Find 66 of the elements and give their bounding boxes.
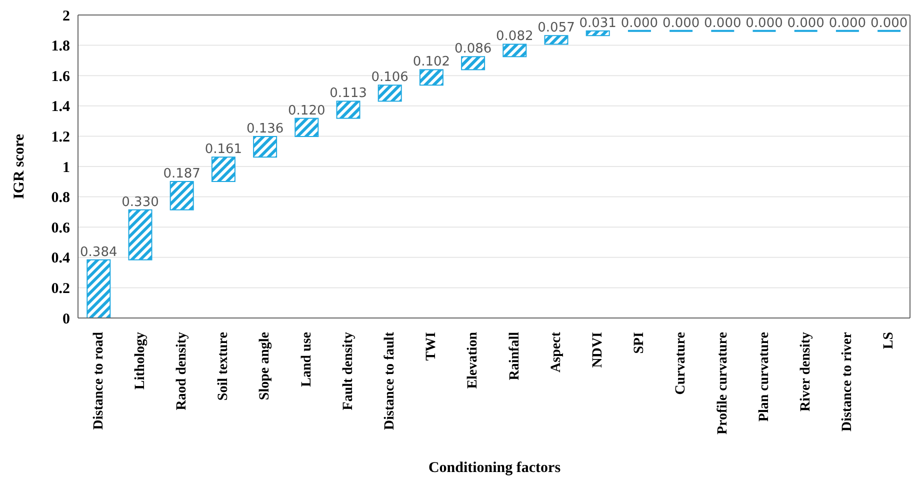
- data-label: 0.082: [496, 29, 534, 44]
- data-label: 0.106: [371, 70, 408, 86]
- data-label: 0.161: [204, 142, 242, 158]
- y-tick-label: 1.8: [51, 38, 70, 55]
- y-axis-title: IGR score: [11, 134, 28, 200]
- data-label: 0.031: [579, 16, 616, 31]
- data-label: 0.384: [80, 244, 118, 260]
- data-label: 0.000: [746, 16, 783, 31]
- bar: [170, 181, 194, 210]
- data-label: 0.000: [662, 16, 700, 31]
- x-tick-label: TWI: [424, 332, 440, 361]
- bar: [128, 209, 152, 260]
- x-tick-label: Distance to road: [91, 332, 106, 430]
- y-tick-label: 2: [62, 8, 70, 24]
- x-tick-label: Soil texture: [216, 332, 232, 401]
- x-tick-label: Elevation: [466, 332, 481, 389]
- bar: [336, 100, 360, 119]
- bar: [461, 56, 486, 70]
- x-tick-label: Curvature: [674, 332, 689, 395]
- data-label: 0.000: [704, 16, 742, 31]
- y-tick-label: 0.8: [51, 190, 70, 206]
- x-tick-label: SPI: [632, 332, 648, 354]
- x-tick-label: Raod density: [174, 332, 190, 410]
- x-tick-label: Lithology: [132, 332, 148, 390]
- bar: [86, 259, 111, 318]
- x-tick-label: Plan curvature: [756, 332, 772, 422]
- x-tick-label: Distance to fault: [382, 332, 398, 430]
- x-tick-label: River density: [798, 332, 814, 412]
- data-label: 0.330: [122, 194, 159, 210]
- x-tick-label: Fault density: [340, 332, 356, 410]
- bar: [502, 44, 527, 58]
- data-label: 0.000: [828, 16, 866, 31]
- data-label: 0.102: [412, 54, 450, 70]
- data-label: 0.136: [246, 122, 284, 137]
- y-tick-label: 0.6: [51, 220, 70, 236]
- x-tick-label: LS: [882, 332, 897, 350]
- data-label: 0.000: [787, 16, 824, 31]
- data-label: 0.057: [538, 20, 575, 36]
- bar: [586, 30, 610, 36]
- x-axis-title: Conditioning factors: [427, 460, 562, 477]
- data-label: 0.187: [163, 166, 200, 182]
- data-label: 0.120: [288, 103, 326, 118]
- x-tick-label: Distance to river: [840, 332, 856, 432]
- bar: [253, 136, 278, 158]
- bar: [378, 84, 402, 102]
- bar: [294, 118, 319, 138]
- y-tick-label: 1.4: [51, 99, 70, 116]
- x-tick-label: NDVI: [590, 332, 606, 368]
- data-label: 0.000: [870, 16, 908, 31]
- bar: [211, 156, 236, 182]
- y-tick-label: 1.6: [51, 68, 70, 85]
- x-tick-label: Land use: [299, 332, 314, 387]
- data-label: 0.086: [454, 42, 492, 57]
- y-tick-label: 1: [62, 160, 70, 176]
- x-tick-label: Profile curvature: [715, 332, 730, 435]
- data-label: 0.113: [330, 86, 367, 102]
- y-tick-label: 0: [62, 311, 70, 328]
- y-tick-label: 1.2: [51, 130, 70, 146]
- bar: [544, 35, 568, 45]
- data-label: 0.000: [620, 16, 658, 31]
- x-tick-label: Slope angle: [258, 332, 273, 400]
- y-tick-label: 0.2: [51, 281, 70, 298]
- x-tick-label: Aspect: [548, 332, 564, 372]
- y-tick-label: 0.4: [51, 250, 70, 267]
- x-tick-label: Rainfall: [507, 332, 522, 380]
- bar: [419, 69, 444, 86]
